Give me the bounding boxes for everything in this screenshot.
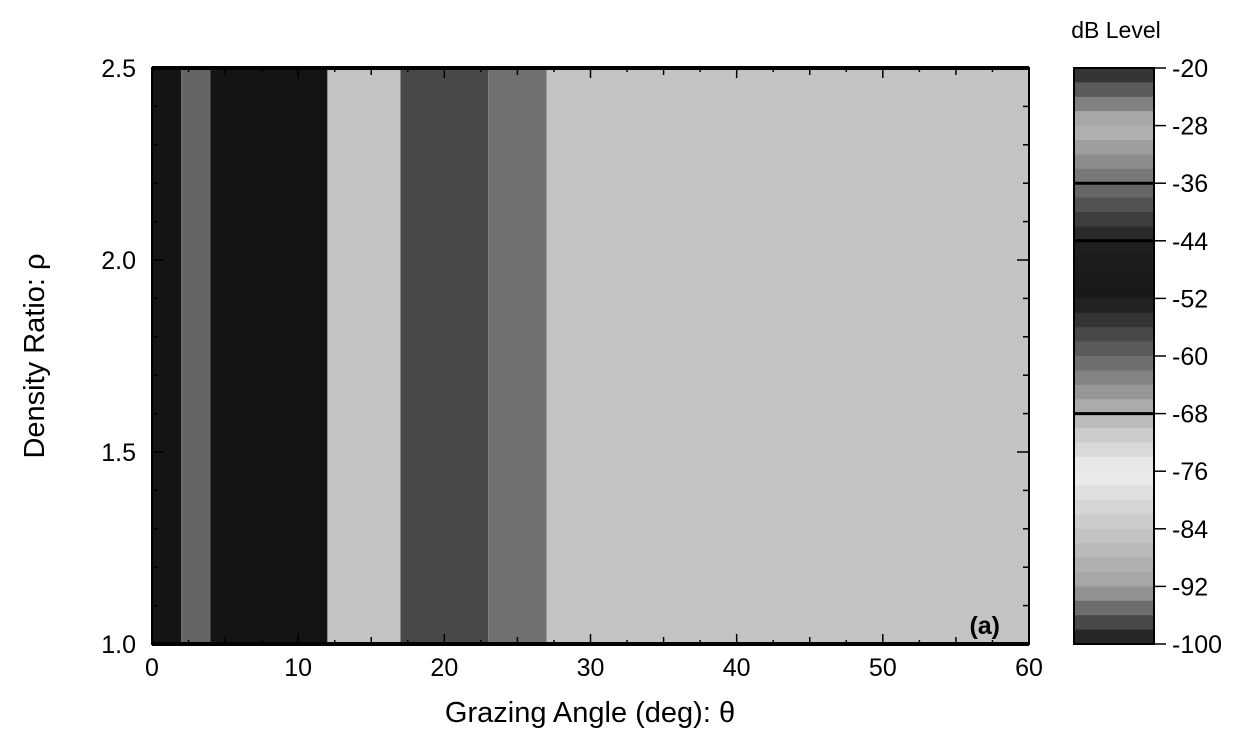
- colorbar-segment: [1074, 456, 1154, 472]
- colorbar-segment: [1074, 168, 1154, 184]
- x-tick-label: 60: [1015, 654, 1043, 682]
- colorbar-tick-label: -76: [1172, 458, 1208, 486]
- colorbar-segment: [1074, 471, 1154, 487]
- x-axis: 0 10 20 30 40 50 60: [145, 68, 1043, 682]
- colorbar-segment: [1074, 183, 1154, 199]
- colorbar-segment: [1074, 298, 1154, 314]
- colorbar-tick-label: -28: [1172, 113, 1208, 141]
- colorbar-segment: [1074, 543, 1154, 559]
- heatmap-band-4: [400, 68, 489, 644]
- heatmap-band-3: [327, 68, 401, 644]
- colorbar-segment: [1074, 600, 1154, 616]
- x-tick-label: 40: [723, 654, 751, 682]
- colorbar-ticks: -20 -28 -36 -44 -52 -60 -68 -76 -84 -92 -100: [1154, 55, 1222, 659]
- colorbar-segment: [1074, 384, 1154, 400]
- colorbar-segment: [1074, 615, 1154, 631]
- colorbar-segment: [1074, 442, 1154, 458]
- heatmap-band-0: [152, 68, 182, 644]
- colorbar-segment: [1074, 370, 1154, 386]
- colorbar-segment: [1074, 255, 1154, 271]
- colorbar-segment: [1074, 154, 1154, 170]
- colorbar-segment: [1074, 284, 1154, 299]
- colorbar-tick-label: -92: [1172, 573, 1208, 601]
- x-tick-label: 50: [869, 654, 897, 682]
- heatmap-band-5: [488, 68, 547, 644]
- colorbar-segment: [1074, 356, 1154, 371]
- y-tick-label: 2.5: [101, 55, 136, 83]
- colorbar-tick-label: -68: [1172, 401, 1208, 429]
- colorbar-segment: [1074, 240, 1154, 256]
- colorbar-segment: [1074, 413, 1154, 429]
- colorbar-segment: [1074, 572, 1154, 587]
- x-tick-label: 20: [430, 654, 458, 682]
- y-axis: 1.0 1.5 2.0 2.5: [101, 55, 1029, 659]
- y-tick-label: 1.5: [101, 439, 136, 467]
- x-axis-title: Grazing Angle (deg): θ: [445, 697, 735, 729]
- colorbar-tick-label: -60: [1172, 343, 1208, 371]
- colorbar-segment: [1074, 140, 1154, 155]
- heatmap-plot-area: [151, 66, 1030, 646]
- heatmap-bands: [152, 68, 1029, 644]
- colorbar-segment: [1074, 514, 1154, 530]
- colorbar-tick-label: -44: [1172, 228, 1208, 256]
- x-tick-label: 0: [145, 654, 159, 682]
- colorbar-segment: [1074, 68, 1154, 83]
- heatmap-band-2: [210, 68, 328, 644]
- colorbar-segment: [1074, 111, 1154, 127]
- colorbar-segment: [1074, 197, 1154, 213]
- colorbar-segment: [1074, 399, 1154, 415]
- colorbar-segment: [1074, 485, 1154, 501]
- y-tick-label: 2.0: [101, 247, 136, 275]
- x-tick-label: 10: [284, 654, 312, 682]
- colorbar-segment: [1074, 125, 1154, 141]
- colorbar-segment: [1074, 629, 1154, 644]
- colorbar-segment: [1074, 226, 1154, 242]
- colorbar-segment: [1074, 269, 1154, 285]
- colorbar-segment: [1074, 312, 1154, 328]
- colorbar-tick-label: -36: [1172, 170, 1208, 198]
- colorbar-segment: [1074, 212, 1154, 227]
- colorbar-segment: [1074, 341, 1154, 357]
- colorbar-bands: [1074, 68, 1154, 644]
- colorbar-segment: [1074, 500, 1154, 515]
- colorbar-segment: [1074, 96, 1154, 112]
- colorbar-segment: [1074, 428, 1154, 443]
- colorbar-tick-label: -84: [1172, 516, 1208, 544]
- colorbar-tick-label: -52: [1172, 285, 1208, 313]
- colorbar-segment: [1074, 528, 1154, 544]
- heatmap-band-6: [546, 68, 1029, 644]
- heatmap-band-1: [181, 68, 211, 644]
- colorbar-segment: [1074, 327, 1154, 343]
- colorbar-segment: [1074, 586, 1154, 602]
- colorbar-segment: [1074, 82, 1154, 98]
- colorbar-segment: [1074, 557, 1154, 573]
- colorbar-tick-label: -20: [1172, 55, 1208, 83]
- colorbar-tick-label: -100: [1172, 631, 1222, 659]
- x-tick-label: 30: [577, 654, 605, 682]
- y-tick-label: 1.0: [101, 631, 136, 659]
- panel-label: (a): [969, 612, 1000, 640]
- y-axis-title: Density Ratio: ρ: [19, 253, 51, 458]
- colorbar: -20 -28 -36 -44 -52 -60 -68 -76 -84 -92 -100: [1073, 55, 1222, 659]
- colorbar-title: dB Level: [1071, 17, 1161, 43]
